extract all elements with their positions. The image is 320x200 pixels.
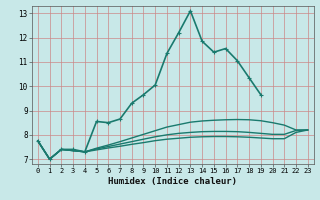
- X-axis label: Humidex (Indice chaleur): Humidex (Indice chaleur): [108, 177, 237, 186]
